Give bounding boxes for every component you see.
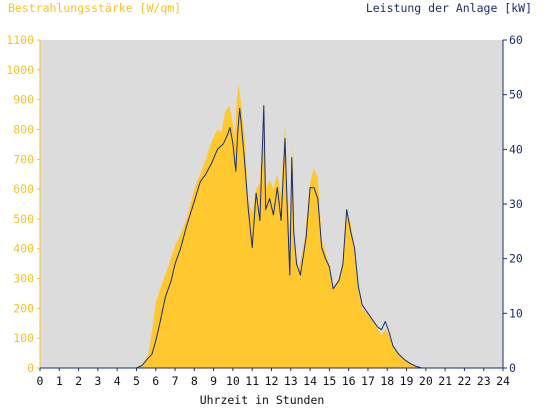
left-tick-label: 600 <box>13 182 34 196</box>
x-tick-label: 16 <box>342 374 356 388</box>
x-tick-label: 18 <box>380 374 394 388</box>
x-tick-label: 22 <box>457 374 471 388</box>
right-tick-label: 50 <box>509 88 523 102</box>
irradiance-area <box>40 84 503 368</box>
right-tick-label: 30 <box>509 197 523 211</box>
x-tick-label: 2 <box>75 374 82 388</box>
left-axis-ticks: 0 100 200 300 400 500 600 700 800 900 1000 1100 <box>6 33 40 375</box>
left-tick-label: 1100 <box>6 33 34 47</box>
x-tick-label: 9 <box>210 374 217 388</box>
right-tick-label: 10 <box>509 306 523 320</box>
x-tick-label: 12 <box>265 374 279 388</box>
x-tick-label: 13 <box>284 374 298 388</box>
left-tick-label: 100 <box>13 331 34 345</box>
x-tick-label: 5 <box>133 374 140 388</box>
x-tick-label: 21 <box>438 374 452 388</box>
x-tick-label: 14 <box>303 374 317 388</box>
right-tick-label: 20 <box>509 252 523 266</box>
left-axis-title: Bestrahlungsstärke [W/qm] <box>8 1 181 15</box>
right-tick-label: 60 <box>509 33 523 47</box>
x-tick-label: 10 <box>226 374 240 388</box>
x-tick-label: 1 <box>56 374 63 388</box>
left-tick-label: 700 <box>13 152 34 166</box>
left-tick-label: 300 <box>13 272 34 286</box>
x-tick-label: 4 <box>114 374 121 388</box>
x-tick-label: 15 <box>322 374 336 388</box>
x-tick-label: 24 <box>496 374 510 388</box>
x-tick-label: 20 <box>419 374 433 388</box>
x-tick-label: 23 <box>477 374 491 388</box>
x-axis-ticks: 0 1 2 3 4 5 6 7 8 9 10 11 12 13 14 15 16 17 18 19 20 21 22 23 24 <box>37 368 510 388</box>
x-tick-label: 0 <box>37 374 44 388</box>
left-tick-label: 200 <box>13 301 34 315</box>
x-axis-title: Uhrzeit in Stunden <box>200 393 325 407</box>
x-tick-label: 17 <box>361 374 375 388</box>
right-tick-label: 40 <box>509 142 523 156</box>
x-tick-label: 8 <box>191 374 198 388</box>
left-tick-label: 900 <box>13 93 34 107</box>
left-tick-label: 1000 <box>6 63 34 77</box>
x-tick-label: 6 <box>152 374 159 388</box>
right-axis-title: Leistung der Anlage [kW] <box>366 1 532 15</box>
left-tick-label: 0 <box>27 361 34 375</box>
right-tick-label: 0 <box>509 361 516 375</box>
right-axis-ticks: 0 10 20 30 40 50 60 <box>503 33 523 375</box>
left-tick-label: 800 <box>13 122 34 136</box>
power-line <box>40 105 503 369</box>
left-tick-label: 500 <box>13 212 34 226</box>
x-tick-label: 7 <box>172 374 179 388</box>
x-tick-label: 3 <box>94 374 101 388</box>
x-tick-label: 11 <box>245 374 259 388</box>
x-tick-label: 19 <box>400 374 414 388</box>
left-tick-label: 400 <box>13 242 34 256</box>
